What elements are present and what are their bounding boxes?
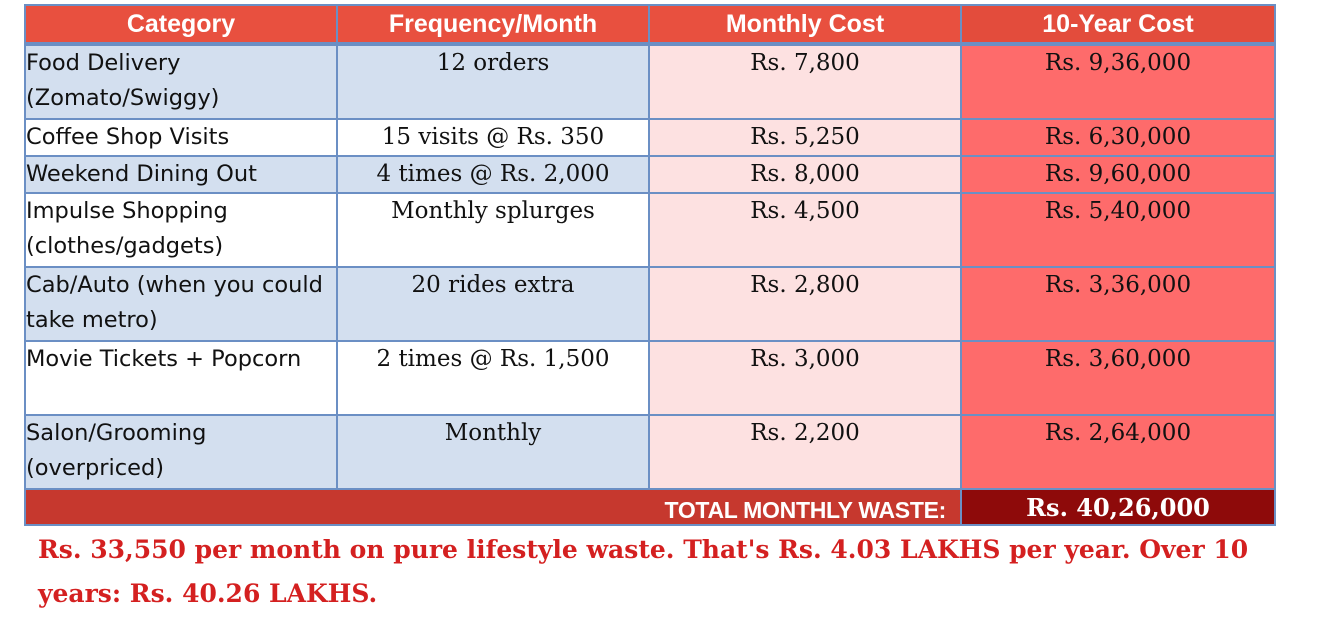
monthly-cost-cell: Rs. 2,200 bbox=[648, 414, 962, 490]
ten-year-cost-cell: Rs. 9,36,000 bbox=[960, 43, 1276, 120]
ten-year-cost-cell: Rs. 5,40,000 bbox=[960, 192, 1276, 268]
category-cell: Coffee Shop Visits bbox=[24, 118, 338, 157]
lifestyle-waste-table: Category Frequency/Month Monthly Cost 10… bbox=[24, 4, 1276, 526]
header-category: Category bbox=[24, 4, 338, 46]
lifestyle-waste-table-wrapper: Category Frequency/Month Monthly Cost 10… bbox=[24, 4, 1276, 526]
table-row: Coffee Shop Visits 15 visits @ Rs. 350 R… bbox=[24, 118, 1276, 157]
category-cell: Impulse Shopping (clothes/gadgets) bbox=[24, 192, 338, 268]
category-cell: Weekend Dining Out bbox=[24, 155, 338, 194]
table-row: Food Delivery (Zomato/Swiggy) 12 orders … bbox=[24, 43, 1276, 120]
category-cell: Cab/Auto (when you could take metro) bbox=[24, 266, 338, 342]
monthly-cost-cell: Rs. 8,000 bbox=[648, 155, 962, 194]
header-monthly-cost: Monthly Cost bbox=[648, 4, 962, 46]
ten-year-cost-cell: Rs. 6,30,000 bbox=[960, 118, 1276, 157]
frequency-cell: Monthly bbox=[336, 414, 650, 490]
header-frequency: Frequency/Month bbox=[336, 4, 650, 46]
table-row: Movie Tickets + Popcorn 2 times @ Rs. 1,… bbox=[24, 340, 1276, 416]
frequency-cell: 20 rides extra bbox=[336, 266, 650, 342]
ten-year-cost-cell: Rs. 9,60,000 bbox=[960, 155, 1276, 194]
table-row: Weekend Dining Out 4 times @ Rs. 2,000 R… bbox=[24, 155, 1276, 194]
summary-text: Rs. 33,550 per month on pure lifestyle w… bbox=[38, 535, 1249, 608]
frequency-cell: 15 visits @ Rs. 350 bbox=[336, 118, 650, 157]
frequency-cell: 4 times @ Rs. 2,000 bbox=[336, 155, 650, 194]
total-row: TOTAL MONTHLY WASTE: Rs. 40,26,000 bbox=[24, 488, 1276, 526]
table-row: Impulse Shopping (clothes/gadgets) Month… bbox=[24, 192, 1276, 268]
monthly-cost-cell: Rs. 2,800 bbox=[648, 266, 962, 342]
table-row: Salon/Grooming (overpriced) Monthly Rs. … bbox=[24, 414, 1276, 490]
monthly-cost-cell: Rs. 4,500 bbox=[648, 192, 962, 268]
monthly-cost-cell: Rs. 3,000 bbox=[648, 340, 962, 416]
total-label: TOTAL MONTHLY WASTE: bbox=[24, 488, 962, 526]
frequency-cell: 12 orders bbox=[336, 43, 650, 120]
frequency-cell: 2 times @ Rs. 1,500 bbox=[336, 340, 650, 416]
ten-year-cost-cell: Rs. 3,60,000 bbox=[960, 340, 1276, 416]
ten-year-cost-cell: Rs. 3,36,000 bbox=[960, 266, 1276, 342]
category-cell: Food Delivery (Zomato/Swiggy) bbox=[24, 43, 338, 120]
total-value: Rs. 40,26,000 bbox=[960, 488, 1276, 526]
category-cell: Movie Tickets + Popcorn bbox=[24, 340, 338, 416]
header-row: Category Frequency/Month Monthly Cost 10… bbox=[24, 4, 1276, 46]
ten-year-cost-cell: Rs. 2,64,000 bbox=[960, 414, 1276, 490]
monthly-cost-cell: Rs. 5,250 bbox=[648, 118, 962, 157]
header-ten-year-cost: 10-Year Cost bbox=[960, 4, 1276, 46]
table-row: Cab/Auto (when you could take metro) 20 … bbox=[24, 266, 1276, 342]
monthly-cost-cell: Rs. 7,800 bbox=[648, 43, 962, 120]
category-cell: Salon/Grooming (overpriced) bbox=[24, 414, 338, 490]
frequency-cell: Monthly splurges bbox=[336, 192, 650, 268]
